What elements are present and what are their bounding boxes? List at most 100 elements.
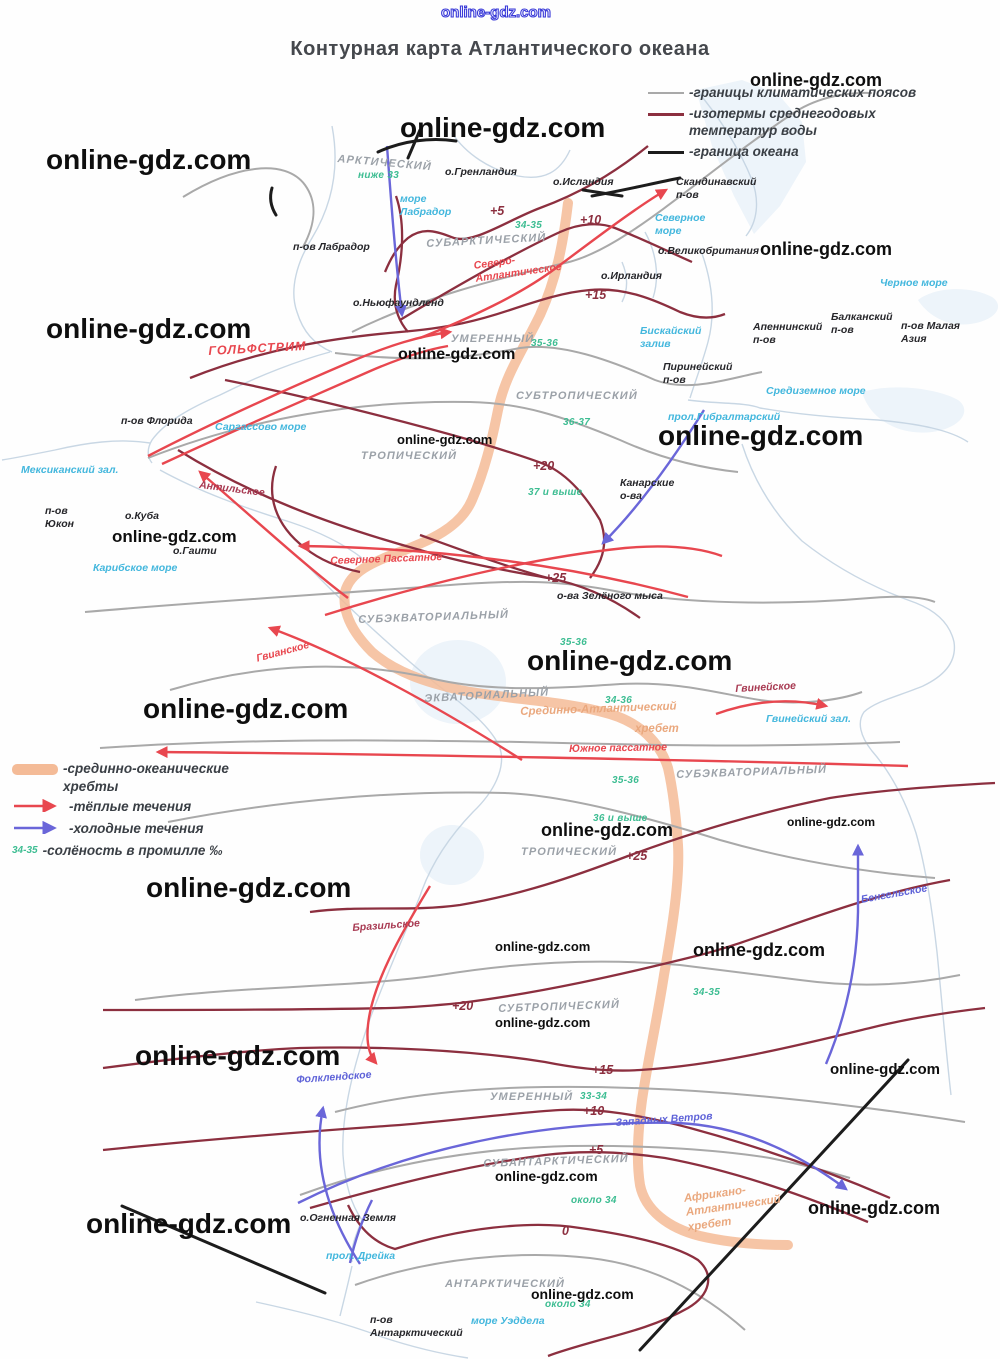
- canary-current: [601, 409, 706, 545]
- south-trade-current-label: Южное пассатное: [569, 741, 668, 755]
- watermark: online-gdz.com: [135, 1040, 341, 1071]
- map-label-land: о.Великобритания: [658, 245, 760, 257]
- map-label-land: о.Огненная Земля: [300, 1212, 396, 1224]
- legend-item-isotherm: -изотермы среднегодовых температур воды: [648, 105, 993, 140]
- legend-item-ridge: -срединно-океанические хребты: [12, 760, 312, 795]
- map-label-iso: +20: [533, 459, 555, 473]
- map-label-sea: Саргассово море: [215, 421, 307, 433]
- legend-item-label: -солёность в промилле ‰: [42, 843, 223, 859]
- map-label-sal: 36 и выше: [593, 813, 648, 824]
- brazil-current: [365, 885, 432, 1065]
- map-label-land: Апеннинский п-ов: [753, 321, 823, 347]
- watermark: online-gdz.com: [397, 432, 493, 447]
- map-label-iso: 0: [562, 1224, 569, 1238]
- falkland-current: [315, 1105, 362, 1265]
- map-label-zone: АНТАРКТИЧЕСКИЙ: [445, 1278, 566, 1290]
- map-label-land: п-ов Малая Азия: [901, 320, 960, 346]
- watermark: online-gdz.com: [86, 1208, 292, 1239]
- map-label-iso: +5: [589, 1143, 604, 1157]
- warm-currents: [147, 188, 909, 1065]
- map-label-sea: Черное море: [880, 277, 948, 289]
- map-label-iso: +15: [592, 1063, 614, 1077]
- salinity-sample: 34-35: [12, 845, 38, 857]
- map-label-land: п-ов Флорида: [121, 415, 193, 427]
- ridge-swatch: [12, 764, 58, 775]
- legend-item-ocean-boundary: -граница океана: [648, 143, 993, 161]
- map-label-zone: ТРОПИЧЕСКИЙ: [361, 450, 458, 462]
- watermark: online-gdz.com: [495, 1168, 598, 1184]
- map-label-sea: прол.Гибралтарский: [668, 411, 781, 423]
- watermark: online-gdz.com: [750, 70, 882, 90]
- watermark: online-gdz.com: [541, 820, 673, 840]
- map-label-land: Пиринейский п-ов: [663, 361, 733, 387]
- watermark: online-gdz.com: [495, 939, 591, 954]
- map-label-sal: 33-34: [580, 1091, 608, 1102]
- watermark: online-gdz.com: [693, 940, 825, 960]
- ocean-boundaries: [120, 128, 910, 1352]
- map-label-zone: ТРОПИЧЕСКИЙ: [521, 846, 618, 858]
- gulfstream-current-2: [161, 344, 449, 466]
- map-label-land: Балканский п-ов: [831, 311, 893, 337]
- watermark: online-gdz.com: [146, 872, 352, 903]
- isotherm-swatch: [648, 112, 684, 116]
- map-label-iso: +10: [583, 1104, 605, 1118]
- map-label-iso: +15: [585, 288, 607, 302]
- watermark: online-gdz.com: [531, 1286, 634, 1302]
- watermark: online-gdz.com: [46, 144, 252, 175]
- map-label-land: п-ов Юкон: [45, 505, 75, 531]
- watermark: online-gdz.com: [400, 112, 606, 143]
- map-label-sal: 35-36: [531, 338, 559, 349]
- map-label-land: о.Ирландия: [601, 270, 662, 282]
- north-trade-current-2: [324, 545, 723, 617]
- legend-item-cold-currents: -холодные течения: [12, 820, 312, 839]
- map-label-land: Скандинавский п-ов: [676, 176, 757, 202]
- map-label-land: о.Гренландия: [445, 166, 517, 178]
- map-label-iso: +10: [580, 213, 602, 227]
- map-label-land: о.Куба: [125, 510, 159, 522]
- map-label-sal: 35-36: [612, 775, 640, 786]
- map-label-zone: СУБТРОПИЧЕСКИЙ: [516, 390, 638, 402]
- watermark: online-gdz.com: [398, 346, 516, 363]
- map-label-sea: прол. Дрейка: [326, 1250, 396, 1262]
- legend-item-warm-currents: -тёплые течения: [12, 798, 312, 817]
- map-label-sea: Средиземное море: [766, 385, 866, 397]
- watermark: online-gdz.com: [830, 1061, 940, 1078]
- map-label-sea: Северное море: [655, 212, 706, 238]
- legend-item-zone-boundary: -границы климатических поясов: [648, 84, 993, 102]
- antilles-current: [198, 470, 349, 599]
- land-tint-shapes: [410, 80, 999, 885]
- south-trade-current: [155, 746, 909, 768]
- cold-current-arrow-icon: [12, 820, 64, 839]
- map-label-iso: +25: [626, 849, 648, 863]
- map-label-sal: ниже 33: [358, 170, 400, 181]
- watermark: online-gdz.com: [760, 239, 892, 259]
- legend-item-label: -тёплые течения: [69, 799, 192, 815]
- watermark: online-gdz.com: [495, 1015, 591, 1030]
- watermark: online-gdz.com: [527, 645, 733, 676]
- map-label-sea: Гвинейский зал.: [766, 713, 851, 725]
- legend-item-label: -холодные течения: [69, 821, 204, 837]
- map-label-sal: 37 и выше: [528, 487, 583, 498]
- map-label-zone: УМЕРЕННЫЙ: [451, 333, 535, 345]
- map-label-land: п-ов Антарктический: [370, 1314, 463, 1340]
- map-label-iso: +20: [452, 999, 474, 1013]
- legend-item-salinity: 34-35 -солёность в промилле ‰: [12, 842, 312, 860]
- map-label-sea: Мексиканский зал.: [21, 464, 119, 476]
- legend-lines: -границы климатических поясов -изотермы …: [648, 84, 993, 163]
- drake-passage-current: [348, 1199, 374, 1264]
- watermark: online-gdz.com: [46, 313, 252, 344]
- ocean-boundary-swatch: [648, 150, 684, 154]
- map-label-land: о.Исландия: [553, 176, 614, 188]
- north-trade-current: [297, 540, 689, 599]
- page-title: Контурная карта Атлантического океана: [290, 38, 710, 60]
- map-label-land: о-ва Зелёного мыса: [557, 590, 663, 602]
- map-label-sea: Карибское море: [93, 562, 178, 574]
- legend-item-label: -границы климатических поясов: [689, 85, 917, 100]
- zone-boundary-swatch: [648, 92, 684, 94]
- west-wind-drift: [297, 1121, 848, 1205]
- watermark: online-gdz.com: [143, 693, 349, 724]
- map-label-zone: УМЕРЕННЫЙ: [490, 1091, 574, 1103]
- map-label-sea: Бискайский залив: [640, 325, 702, 351]
